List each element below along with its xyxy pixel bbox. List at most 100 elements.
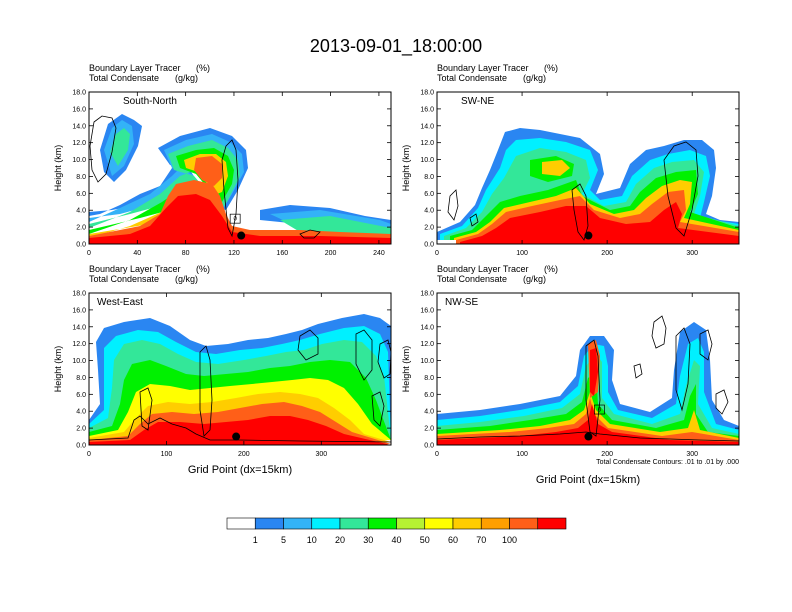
y-tick-label: 16.0 [420,106,434,113]
x-tick-label: 0 [87,250,91,257]
condensate-contour [633,363,643,379]
y-tick-label: 18.0 [72,90,86,97]
colorbar-label: 50 [420,535,430,545]
contour-note: Total Condensate Contours: .01 to .01 by… [596,459,739,466]
y-tick-label: 2.0 [76,426,86,433]
x-tick-label: 100 [516,451,528,458]
tracer-level-100 [460,202,739,244]
colorbar-label: 40 [391,535,401,545]
panel-variable1: Boundary Layer Tracer [89,63,181,73]
y-tick-label: 14.0 [72,123,86,130]
condensate-contour [675,327,691,412]
panel-variable1: Boundary Layer Tracer [437,63,529,73]
y-tick-label: 0.0 [424,443,434,450]
y-tick-label: 4.0 [76,409,86,416]
colorbar-label: 1 [253,535,258,545]
condensate-contours [89,115,321,239]
panel-label: South-North [123,96,177,107]
y-tick-label: 14.0 [72,324,86,331]
colorbar-swatch [254,517,284,530]
panel-variable2: Total Condensate [437,73,507,83]
y-tick-label: 6.0 [76,191,86,198]
panel-label: NW-SE [445,297,478,308]
colorbar-swatch [480,517,510,530]
y-tick-label: 10.0 [420,358,434,365]
condensate-contour [447,189,459,221]
panel-unit1: (%) [544,63,558,73]
panel-unit2: (g/kg) [523,274,546,284]
x-tick-label: 0 [435,250,439,257]
tracer-field [437,128,739,244]
colorbar-swatch [424,517,454,530]
x-tick-label: 80 [182,250,190,257]
y-tick-label: 8.0 [424,375,434,382]
y-tick-label: 12.0 [72,140,86,147]
x-axis-label: Grid Point (dx=15km) [536,474,640,486]
condensate-contour [699,329,713,361]
y-tick-label: 8.0 [424,174,434,181]
condensate-contour [585,339,601,437]
panel-unit2: (g/kg) [523,73,546,83]
panel-west-east: Boundary Layer Tracer (%) Total Condensa… [53,264,392,476]
y-tick-label: 10.0 [72,157,86,164]
x-tick-label: 240 [373,250,385,257]
condensate-contour [89,115,117,183]
tracer-level-100 [437,348,739,445]
tracer-field [89,114,391,244]
contour-label-value: 0 [233,217,237,223]
colorbar-label: 10 [307,535,317,545]
y-tick-label: 10.0 [420,157,434,164]
tracer-level-20 [89,128,391,236]
x-tick-label: 300 [315,451,327,458]
x-tick-label: 0 [87,451,91,458]
plot-area: 0 NW-SE [436,292,740,446]
condensate-contour [469,213,479,227]
y-tick-label: 10.0 [72,358,86,365]
location-marker [584,432,593,441]
tracer-level-100 [89,416,391,445]
condensate-contour [299,229,321,239]
condensate-contour [297,329,319,361]
colorbar-label: 5 [281,535,286,545]
plot-frame [436,91,740,245]
x-tick-label: 100 [161,451,173,458]
panel-south-north: Boundary Layer Tracer (%) Total Condensa… [53,63,392,257]
condensate-contours [585,315,729,437]
y-tick-label: 8.0 [76,375,86,382]
terrain-line [436,431,740,442]
panel-variable2: Total Condensate [89,274,159,284]
plot-area: West-East [88,292,392,446]
panel-variable1: Boundary Layer Tracer [437,264,529,274]
x-tick-label: 300 [686,451,698,458]
colorbar: 1 5 10 20 30 40 50 60 70 100 [226,517,567,545]
figure-title: 2013-09-01_18:00:00 [310,36,482,57]
contour-label-value: 0 [598,408,602,414]
x-tick-label: 100 [516,250,528,257]
colorbar-swatch [367,517,397,530]
colorbar-label: 70 [476,535,486,545]
tracer-level-100 [89,194,391,244]
y-tick-label: 16.0 [72,106,86,113]
panel-unit1: (%) [544,264,558,274]
x-tick-label: 160 [276,250,288,257]
contour-label-box [594,404,605,415]
colorbar-swatch [396,517,426,530]
panel-axes: 0 40 80 120 160 200 240 0.0 2.0 4.0 6.0 8.0 10.0 12.0… [53,90,391,257]
y-tick-label: 12.0 [72,341,86,348]
colorbar-swatch [283,517,313,530]
location-marker [232,432,241,441]
panel-variable2: Total Condensate [437,274,507,284]
y-tick-label: 2.0 [76,225,86,232]
x-tick-label: 0 [435,451,439,458]
condensate-contour [355,329,373,381]
condensate-contour [377,339,392,379]
x-tick-label: 120 [228,250,240,257]
colorbar-swatch [537,517,567,530]
y-tick-label: 12.0 [420,341,434,348]
y-axis-label: Height (km) [401,145,411,192]
y-tick-label: 0.0 [76,443,86,450]
y-tick-label: 2.0 [424,426,434,433]
location-marker [584,231,593,240]
panel-axes: 0 100 200 300 0.0 2.0 4.0 6.0 8.0 10.0 12.0 14.0 16.… [53,291,391,458]
